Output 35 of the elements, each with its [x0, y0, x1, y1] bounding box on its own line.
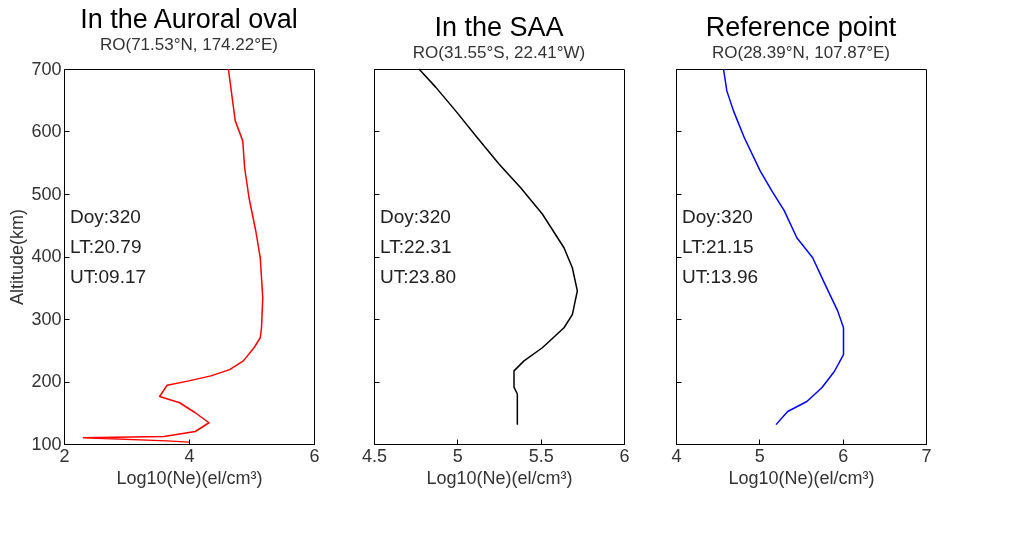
y-tick-label: 300	[31, 308, 62, 329]
y-tick-label: 700	[31, 58, 62, 79]
x-tick-label: 5	[754, 445, 765, 466]
annotation: LT:21.15	[682, 236, 754, 257]
chart-subtitle: RO(28.39°N, 107.87°E)	[711, 43, 891, 63]
annotation: LT:20.79	[70, 236, 142, 257]
x-tick-label: 4	[671, 445, 682, 466]
annotation: Doy:320	[70, 206, 141, 227]
chart-subtitle: RO(71.53°N, 174.22°E)	[99, 35, 279, 54]
x-axis-title: Log10(Ne)(el/cm³)	[426, 467, 573, 488]
x-tick-label: 6	[309, 445, 320, 466]
chart-title: Reference point	[705, 12, 897, 43]
x-tick-label: 5.5	[528, 445, 554, 466]
x-tick-label: 6	[619, 445, 630, 466]
annotation: UT:09.17	[70, 266, 147, 287]
y-tick-label: 500	[31, 183, 62, 204]
x-tick-label: 6	[838, 445, 849, 466]
y-tick-label: 600	[31, 121, 62, 141]
annotation: Doy:320	[380, 206, 451, 227]
x-tick-label: 5	[452, 445, 463, 466]
chart-title: In the SAA	[434, 12, 564, 43]
annotation: LT:22.31	[380, 236, 452, 257]
y-tick-label: 200	[31, 371, 62, 391]
annotation: UT:23.80	[380, 266, 457, 287]
y-tick-label: 400	[31, 246, 62, 266]
x-tick-label: 7	[921, 445, 932, 466]
chart-subtitle: RO(31.55°S, 22.41°W)	[412, 43, 586, 63]
x-tick-label: 4.5	[361, 445, 388, 466]
x-axis-title: Log10(Ne)(el/cm³)	[116, 467, 263, 488]
x-tick-label: 4	[184, 445, 195, 466]
chart-title: In the Auroral oval	[80, 4, 298, 34]
annotation: Doy:320	[682, 206, 753, 227]
annotation: UT:13.96	[682, 266, 759, 287]
x-axis-title: Log10(Ne)(el/cm³)	[728, 467, 875, 488]
y-axis-title: Altitude(km)	[7, 208, 28, 306]
